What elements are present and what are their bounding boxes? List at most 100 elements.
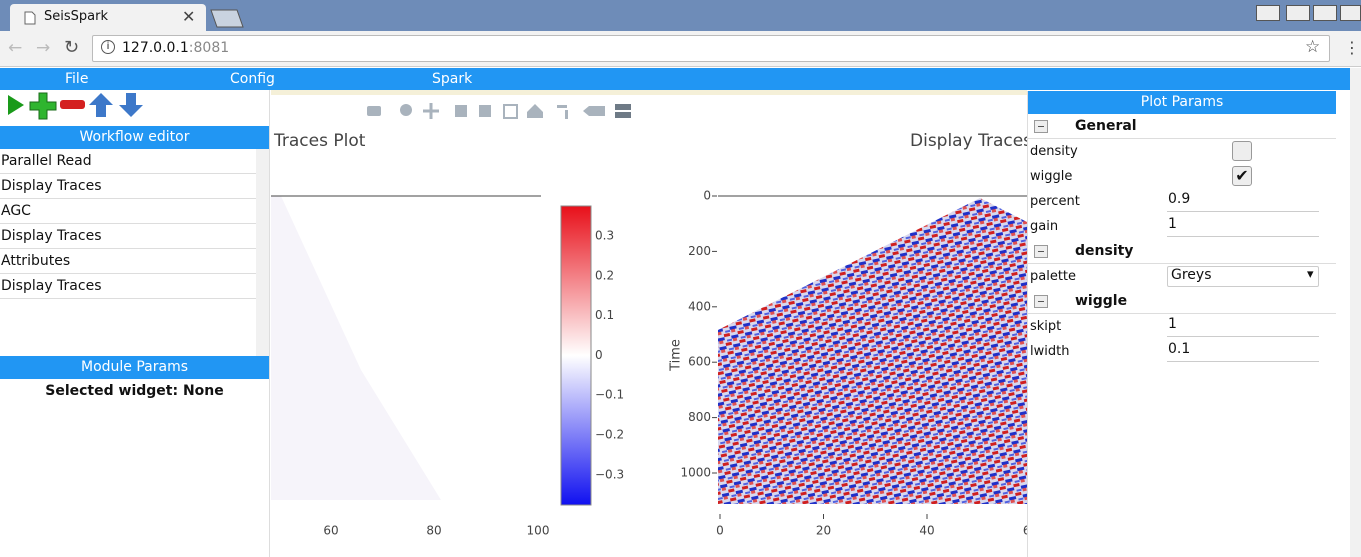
modebar-button[interactable] xyxy=(557,105,568,119)
menu-item[interactable]: File xyxy=(65,71,89,87)
param-label: percent xyxy=(1030,194,1080,209)
page-scrollbar[interactable] xyxy=(1350,68,1361,557)
modebar-button[interactable] xyxy=(479,105,491,117)
section-title: density xyxy=(1075,243,1134,259)
workflow-item[interactable]: AGC xyxy=(0,199,256,224)
colorbar-tick-label: 0 xyxy=(595,348,603,362)
checkbox[interactable] xyxy=(1232,141,1252,161)
forward-button[interactable]: → xyxy=(36,38,51,58)
info-icon[interactable]: i xyxy=(101,40,115,54)
x-tick-label: 60 xyxy=(323,524,338,538)
url-host: 127.0.0.1 xyxy=(122,40,189,56)
url: 127.0.0.1:8081 xyxy=(122,40,229,56)
address-bar: ← → ↻ i 127.0.0.1:8081 ☆ ⋮ xyxy=(0,31,1361,67)
dropdown-arrow: ▾ xyxy=(1307,267,1314,282)
y-tick-label: 0 xyxy=(703,189,711,203)
param-label: gain xyxy=(1030,219,1059,234)
param-label: skipt xyxy=(1030,319,1062,334)
colorbar-tick-label: 0.3 xyxy=(595,229,614,243)
add-button[interactable] xyxy=(29,92,57,120)
plot-params-panel: Plot Params General density wiggle ✔ percent… xyxy=(1027,91,1336,557)
modebar-button[interactable] xyxy=(423,103,439,119)
url-port: :8081 xyxy=(188,40,230,56)
browser-menu[interactable]: ⋮ xyxy=(1344,38,1360,57)
modebar-button[interactable] xyxy=(615,104,631,118)
section-title: wiggle xyxy=(1075,293,1128,309)
section-header[interactable]: General xyxy=(1028,114,1336,139)
param-input[interactable]: Greys xyxy=(1167,266,1319,287)
profile-button[interactable] xyxy=(1256,5,1280,21)
modebar-button[interactable] xyxy=(503,104,518,119)
new-tab[interactable] xyxy=(205,8,245,28)
param-input[interactable]: 1 xyxy=(1167,316,1319,337)
menu-bar: File Config Spark xyxy=(0,68,1350,90)
tab-title: SeisSpark xyxy=(44,9,108,24)
x-tick-label: 100 xyxy=(527,524,550,538)
remove-button[interactable] xyxy=(60,100,85,109)
colorbar xyxy=(560,205,592,506)
x-tick-label: 40 xyxy=(919,524,934,538)
y-tick-label: 400 xyxy=(688,299,711,313)
url-box[interactable]: i 127.0.0.1:8081 ☆ xyxy=(92,35,1330,62)
collapse-button[interactable] xyxy=(1034,120,1048,133)
modebar-button[interactable] xyxy=(455,105,467,117)
move-up-button[interactable] xyxy=(89,93,113,117)
workflow-toolbar xyxy=(8,92,143,120)
param-input[interactable]: 0.9 xyxy=(1167,191,1319,212)
workflow-header: Workflow editor xyxy=(0,126,269,149)
left-panel: Workflow editor Parallel Read Display Tra… xyxy=(0,90,270,557)
drag-strip xyxy=(271,90,1027,95)
run-button[interactable] xyxy=(8,95,24,115)
reload-button[interactable]: ↻ xyxy=(64,37,80,58)
param-label: wiggle xyxy=(1030,169,1073,184)
menu-item[interactable]: Spark xyxy=(432,71,473,87)
param-input[interactable]: 1 xyxy=(1167,216,1319,237)
back-button[interactable]: ← xyxy=(8,38,23,58)
param-row: skipt 1 xyxy=(1028,314,1336,339)
section-header[interactable]: density xyxy=(1028,239,1336,264)
browser-tab[interactable]: SeisSpark ✕ xyxy=(10,4,206,31)
modebar-button[interactable] xyxy=(583,106,605,116)
param-row: wiggle ✔ xyxy=(1028,164,1336,189)
restore-button[interactable] xyxy=(1313,5,1337,21)
minimize-button[interactable] xyxy=(1286,5,1310,21)
workflow-item[interactable]: Attributes xyxy=(0,249,256,274)
close-button[interactable] xyxy=(1340,5,1361,21)
modebar-button[interactable] xyxy=(527,104,543,118)
y-tick-label: 200 xyxy=(688,244,711,258)
workflow-item[interactable]: Parallel Read xyxy=(0,149,256,174)
workflow-item[interactable]: Display Traces xyxy=(0,274,256,299)
heatmap xyxy=(718,198,1027,504)
heatmap xyxy=(271,196,441,500)
checkbox[interactable]: ✔ xyxy=(1232,166,1252,186)
param-row: lwidth 0.1 xyxy=(1028,339,1336,364)
modebar-button[interactable] xyxy=(367,106,381,116)
plot-area: Traces Plot Display Traces Time 60 80 1000… xyxy=(271,90,1027,538)
param-label: density xyxy=(1030,144,1078,159)
module-params-header: Module Params xyxy=(0,356,269,379)
section-header[interactable]: wiggle xyxy=(1028,289,1336,314)
section-title: General xyxy=(1075,118,1137,134)
plot-title: Traces Plot xyxy=(273,131,366,151)
colorbar-tick-label: −0.3 xyxy=(595,467,624,481)
param-row: palette Greys ▾ xyxy=(1028,264,1336,289)
x-tick-label: 0 xyxy=(716,524,724,538)
workflow-item[interactable]: Display Traces xyxy=(0,224,256,249)
workflow-item[interactable]: Display Traces xyxy=(0,174,256,199)
modebar-button[interactable] xyxy=(400,104,412,116)
param-input[interactable]: 0.1 xyxy=(1167,341,1319,362)
colorbar-tick-label: −0.1 xyxy=(595,388,624,402)
list-scrollbar[interactable] xyxy=(256,149,269,356)
collapse-button[interactable] xyxy=(1034,295,1048,308)
tab-close[interactable]: ✕ xyxy=(182,7,196,26)
colorbar-tick-label: 0.2 xyxy=(595,268,614,282)
param-row: percent 0.9 xyxy=(1028,189,1336,214)
bookmark-star[interactable]: ☆ xyxy=(1305,37,1321,57)
y-axis-label: Time xyxy=(669,339,684,372)
move-down-button[interactable] xyxy=(119,93,143,117)
menu-item[interactable]: Config xyxy=(230,71,275,87)
workflow-list: Parallel Read Display Traces AGC Display Tr… xyxy=(0,149,269,356)
colorbar-tick-label: −0.2 xyxy=(595,428,624,442)
collapse-button[interactable] xyxy=(1034,245,1048,258)
